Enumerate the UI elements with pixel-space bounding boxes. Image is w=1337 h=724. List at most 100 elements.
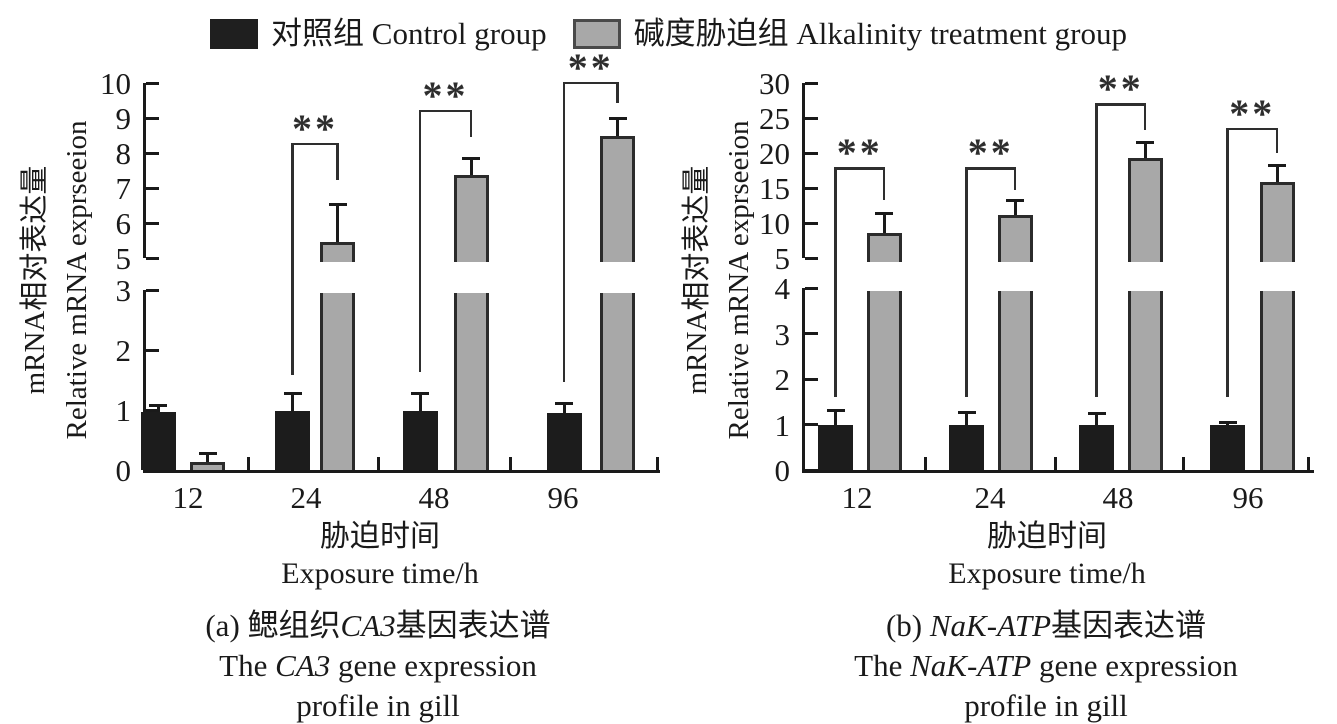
- y-tick: [146, 116, 159, 120]
- sig-bracket-right: [1143, 103, 1147, 130]
- error-bar-line: [562, 402, 566, 413]
- y-tick-label: 4: [774, 271, 791, 306]
- error-bar-line: [469, 157, 473, 176]
- y-tick: [146, 221, 159, 225]
- caption-text: (a) 鳃组织: [205, 608, 341, 643]
- y-tick-label: 15: [759, 171, 790, 206]
- y-tick-label: 7: [115, 171, 132, 206]
- significance-label: **: [967, 130, 1014, 175]
- treatment-bar-lower: [1259, 291, 1295, 470]
- error-bar-cap: [1087, 412, 1106, 416]
- x-category-label: 24: [974, 480, 1006, 515]
- y-tick-label: 5: [774, 241, 791, 276]
- error-bar-cap: [149, 404, 167, 408]
- y-tick: [805, 256, 818, 260]
- error-bar-line: [834, 409, 837, 425]
- error-bar-cap: [328, 202, 347, 206]
- control-bar: [402, 411, 438, 470]
- y-tick-label: 8: [115, 136, 132, 171]
- y-axis-title-line: Relative mRNA exprseeion: [61, 120, 94, 440]
- x-axis-title-en: Exposure time/h: [948, 557, 1146, 590]
- treatment-swatch-icon: [572, 18, 621, 49]
- sig-bracket-top: [965, 167, 1017, 170]
- caption-text: profile in gill: [296, 688, 460, 723]
- caption-text: The: [219, 648, 276, 683]
- y-tick-label: 3: [774, 316, 791, 352]
- sig-bracket-top: [418, 109, 473, 113]
- caption-line: The NaK-ATP gene expression: [854, 648, 1238, 684]
- sig-bracket-left: [965, 167, 968, 398]
- x-category-label: 12: [172, 480, 204, 515]
- caption-gene-name: CA3: [275, 648, 331, 683]
- sig-bracket-right: [1013, 167, 1017, 191]
- y-tick-label: 10: [100, 66, 131, 101]
- x-tick: [376, 457, 380, 470]
- caption-gene-name: NaK-ATP: [929, 608, 1052, 643]
- error-bar-cap: [462, 156, 480, 160]
- y-tick-label: 1: [774, 407, 791, 443]
- y-tick: [805, 377, 818, 381]
- legend-label-treatment: 碱度胁迫组 Alkalinity treatment group: [633, 16, 1127, 51]
- caption-text: 基因表达谱: [395, 608, 551, 643]
- control-bar: [546, 413, 582, 470]
- treatment-bar-upper: [866, 232, 902, 262]
- y-tick-label: 30: [759, 66, 790, 101]
- caption-gene-name: CA3: [340, 608, 396, 643]
- y-tick: [146, 81, 159, 85]
- x-tick: [246, 457, 250, 470]
- control-bar: [818, 424, 853, 470]
- y-tick: [805, 286, 818, 290]
- treatment-bar-upper: [997, 215, 1033, 262]
- sig-bracket-left: [834, 167, 837, 398]
- y-tick-label: 2: [115, 333, 132, 368]
- y-axis-upper-segment: [802, 83, 805, 258]
- caption-text: gene expression: [1031, 648, 1238, 683]
- control-swatch-icon: [210, 18, 259, 49]
- x-category-label: 24: [290, 480, 322, 515]
- error-bar-cap: [875, 212, 893, 216]
- x-category-label: 48: [418, 480, 450, 515]
- treatment-bar-upper: [600, 135, 635, 262]
- control-bar: [949, 424, 984, 470]
- sig-bracket-right: [882, 167, 886, 200]
- x-axis-title-zh: 胁迫时间: [320, 520, 440, 553]
- y-tick-label: 10: [759, 206, 790, 241]
- y-tick-label: 25: [759, 101, 790, 136]
- treatment-bar-upper: [1127, 157, 1163, 262]
- y-tick-label: 0: [774, 453, 791, 488]
- x-tick: [508, 457, 512, 470]
- error-bar-line: [156, 405, 160, 412]
- x-axis: [143, 470, 660, 473]
- control-bar: [140, 411, 176, 470]
- x-tick: [1181, 457, 1185, 470]
- y-tick: [146, 151, 159, 155]
- y-tick-label: 3: [115, 273, 132, 308]
- y-tick: [146, 348, 159, 352]
- significance-label: **: [292, 105, 338, 151]
- y-axis-title-line: mRNA相对表达量: [681, 165, 713, 395]
- treatment-bar-lower: [866, 291, 902, 470]
- caption-line: profile in gill: [296, 688, 460, 724]
- legend: 对照组 Control group 碱度胁迫组 Alkalinity treat…: [0, 18, 1337, 49]
- error-bar-cap: [608, 117, 627, 120]
- sig-bracket-top: [1226, 127, 1279, 131]
- x-category-label: 12: [841, 480, 873, 515]
- error-bar-cap: [1218, 421, 1237, 425]
- treatment-bar-upper: [1259, 181, 1295, 262]
- error-bar-cap: [198, 452, 217, 456]
- control-bar: [1210, 424, 1245, 470]
- sig-bracket-left: [1226, 127, 1229, 398]
- y-tick: [805, 116, 818, 120]
- treatment-bar-lower: [1127, 291, 1163, 470]
- error-bar-line: [291, 393, 294, 412]
- error-bar-cap: [411, 392, 429, 396]
- y-tick-label: 1: [115, 393, 132, 428]
- caption-text: 基因表达谱: [1051, 608, 1207, 643]
- y-tick-label: 2: [774, 362, 791, 397]
- sig-bracket-top: [291, 142, 339, 146]
- treatment-bar-lower: [320, 293, 355, 470]
- y-tick: [146, 408, 159, 412]
- sig-bracket-right: [336, 142, 339, 180]
- error-bar-cap: [1136, 140, 1154, 144]
- error-bar-line: [1143, 141, 1147, 158]
